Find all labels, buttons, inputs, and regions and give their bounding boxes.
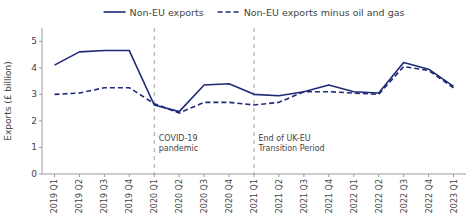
x-tick [79, 174, 80, 177]
x-tick-label: 2023 Q1 [450, 179, 459, 213]
x-tick-label: 2019 Q2 [75, 179, 84, 213]
y-tick-label: 1 [31, 142, 37, 152]
x-tick-label: 2020 Q1 [150, 179, 159, 213]
y-tick-label: 5 [31, 36, 37, 46]
x-tick [54, 174, 55, 177]
legend-swatch [218, 11, 240, 13]
y-tick [39, 94, 42, 95]
legend-item: Non-EU exports minus oil and gas [218, 7, 405, 18]
x-tick-label: 2022 Q4 [425, 179, 434, 213]
x-tick [204, 174, 205, 177]
x-tick [154, 174, 155, 177]
y-tick-label: 2 [31, 116, 37, 126]
y-tick-label: 4 [31, 63, 37, 73]
y-tick [39, 41, 42, 42]
annotation-text: pandemic [159, 144, 198, 153]
x-tick [328, 174, 329, 177]
x-tick [104, 174, 105, 177]
annotation-text: Transition Period [257, 144, 324, 153]
x-tick [403, 174, 404, 177]
x-tick [229, 174, 230, 177]
annotation-text: COVID-19 [159, 134, 198, 143]
y-tick [39, 174, 42, 175]
series-line [54, 66, 453, 112]
x-tick [453, 174, 454, 177]
legend: Non-EU exports Non-EU exports minus oil a… [104, 7, 405, 18]
y-tick-label: 3 [31, 89, 37, 99]
y-tick-label: 0 [31, 169, 37, 179]
chart: 0 1 2 3 4 5 Exports (£ billion) 2019 Q1 2019 Q2 2… [0, 0, 474, 218]
x-tick-label: 2020 Q2 [175, 179, 184, 213]
x-tick [254, 174, 255, 177]
annotation-text: End of UK-EU [258, 134, 310, 143]
annotation-line [254, 28, 255, 174]
plot-lines [54, 51, 453, 113]
x-tick [179, 174, 180, 177]
y-tick [39, 147, 42, 148]
y-axis-line [42, 28, 43, 174]
x-tick-label: 2021 Q2 [275, 179, 284, 213]
x-tick-label: 2019 Q1 [50, 179, 59, 213]
annotation-line [154, 28, 155, 174]
x-tick-label: 2021 Q3 [300, 179, 309, 213]
x-tick-label: 2020 Q3 [200, 179, 209, 213]
legend-item: Non-EU exports [104, 7, 204, 18]
x-tick-label: 2020 Q4 [225, 179, 234, 213]
x-tick [378, 174, 379, 177]
x-tick [278, 174, 279, 177]
x-tick-label: 2022 Q2 [375, 179, 384, 213]
legend-swatch [104, 11, 126, 13]
legend-label: Non-EU exports [130, 7, 204, 18]
y-axis-label: Exports (£ billion) [3, 61, 13, 141]
x-tick-label: 2022 Q3 [400, 179, 409, 213]
legend-label: Non-EU exports minus oil and gas [244, 7, 405, 18]
series-line [54, 51, 453, 112]
x-tick [353, 174, 354, 177]
x-tick-label: 2021 Q4 [325, 179, 334, 213]
x-tick-label: 2019 Q4 [125, 179, 134, 213]
y-tick [39, 120, 42, 121]
y-tick [39, 67, 42, 68]
x-tick [428, 174, 429, 177]
x-tick-label: 2022 Q1 [350, 179, 359, 213]
x-tick [129, 174, 130, 177]
x-tick-label: 2019 Q3 [100, 179, 109, 213]
x-tick [303, 174, 304, 177]
x-tick-label: 2021 Q1 [250, 179, 259, 213]
